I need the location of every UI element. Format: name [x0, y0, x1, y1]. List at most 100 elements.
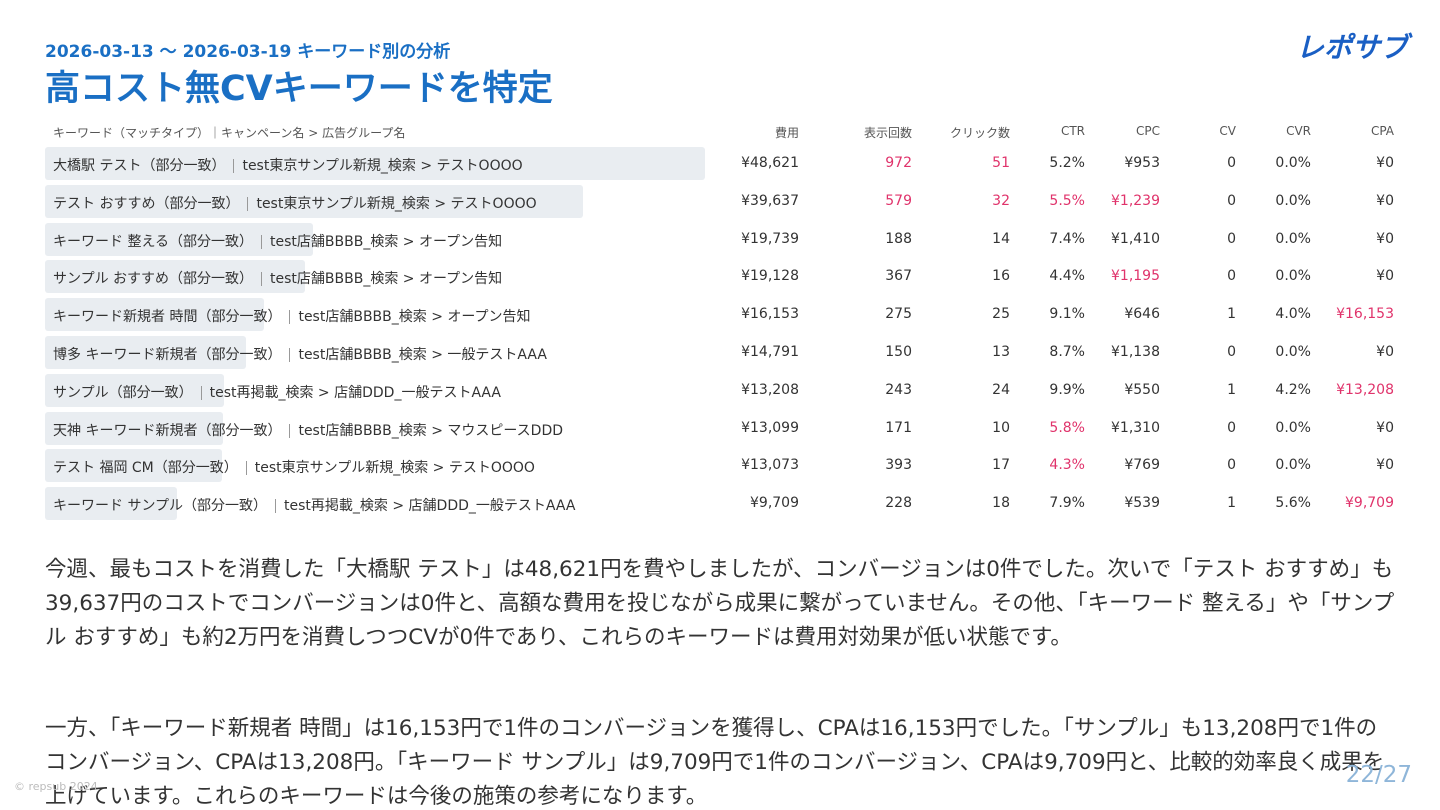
cpc-cell: ¥1,310 [1111, 419, 1160, 436]
clicks-cell: 13 [992, 344, 1010, 360]
cv-cell: 0 [1227, 230, 1236, 247]
campaign: test店舗BBBB_検索 > マウスピースDDD [298, 422, 564, 439]
cpc-cell: ¥1,239 [1111, 192, 1160, 209]
keyword: 博多 キーワード新規者（部分一致） [53, 347, 282, 363]
cv-cell: 1 [1227, 381, 1236, 398]
cost-cell: ¥19,739 [741, 230, 799, 247]
keyword: キーワード新規者 時間（部分一致） [53, 309, 282, 326]
column-header: CPC [1136, 124, 1160, 138]
ctr-cell: 5.2% [1049, 155, 1085, 171]
ctr-cell: 7.9% [1049, 495, 1085, 512]
cost-cell: ¥13,073 [741, 457, 799, 474]
page-number: 22/27 [1345, 762, 1412, 788]
cpc-cell: ¥646 [1124, 306, 1160, 323]
impressions-cell: 188 [885, 230, 912, 247]
cpa-cell: ¥0 [1376, 457, 1394, 474]
clicks-cell: 24 [992, 381, 1010, 398]
cvr-cell: 0.0% [1275, 268, 1311, 285]
cost-cell: ¥48,621 [741, 155, 799, 171]
keyword-cell: 天神 キーワード新規者（部分一致） test店舗BBBB_検索 > マウスピースD… [53, 420, 563, 440]
keyword-cell: キーワード 整える（部分一致） test店舗BBBB_検索 > オープン告知 [53, 231, 502, 251]
cv-cell: 0 [1227, 268, 1236, 285]
cost-cell: ¥19,128 [741, 268, 799, 285]
keyword-cell: テスト おすすめ（部分一致） test東京サンプル新規_検索 > テストOOOO [53, 193, 537, 213]
keyword: キーワード サンプル（部分一致） [53, 498, 268, 515]
keyword-cell: 大橋駅 テスト（部分一致） test東京サンプル新規_検索 > テストOOOO [53, 155, 523, 175]
logo: レポサブ [1295, 31, 1408, 64]
impressions-cell: 243 [885, 381, 912, 398]
cost-bar [45, 411, 223, 445]
keyword: テスト おすすめ（部分一致） [53, 195, 240, 212]
keyword: 天神 キーワード新規者（部分一致） [53, 422, 282, 439]
cv-cell: 1 [1227, 306, 1236, 323]
cv-cell: 0 [1227, 419, 1236, 436]
column-header: クリック数 [949, 126, 1010, 140]
clicks-cell: 18 [992, 495, 1010, 512]
column-header: CPA [1370, 124, 1394, 138]
cvr-cell: 0.0% [1275, 192, 1311, 209]
separator [233, 159, 235, 173]
cpa-cell: ¥13,208 [1336, 381, 1394, 398]
cv-cell: 0 [1227, 457, 1236, 474]
separator [261, 272, 263, 287]
column-header: CTR [1060, 124, 1085, 138]
cpa-cell: ¥16,153 [1336, 306, 1394, 323]
impressions-cell: 150 [885, 344, 912, 360]
campaign: test店舗BBBB_検索 > 一般テストAAA [298, 347, 547, 363]
cv-cell: 1 [1227, 495, 1236, 512]
ctr-cell: 4.3% [1049, 457, 1085, 474]
cvr-cell: 0.0% [1275, 230, 1311, 247]
cost-bar [45, 373, 225, 407]
paragraph: 今週、最もコストを消費した「大橋駅 テスト」は48,621円を費やしましたが、コ… [45, 557, 1395, 650]
cpc-cell: ¥1,138 [1111, 344, 1160, 360]
cost-cell: ¥39,637 [741, 192, 799, 209]
column-header: キーワード（マッチタイプ）｜キャンペーン名 > 広告グループ名 [53, 126, 406, 140]
clicks-cell: 51 [992, 155, 1010, 171]
cost-bar [45, 147, 705, 180]
impressions-cell: 393 [885, 457, 912, 474]
separator [200, 385, 202, 400]
impressions-cell: 367 [885, 268, 912, 285]
cvr-cell: 4.0% [1275, 306, 1311, 323]
cvr-cell: 4.2% [1275, 381, 1311, 398]
keyword: キーワード 整える（部分一致） [53, 233, 254, 250]
cvr-cell: 0.0% [1275, 344, 1311, 360]
cvr-cell: 5.6% [1275, 495, 1311, 512]
cost-bar [45, 336, 246, 369]
cpa-cell: ¥0 [1376, 192, 1394, 209]
campaign: test再掲載_検索 > 店舗DDD_一般テストAAA [284, 498, 576, 515]
keyword-cell: サンプル おすすめ（部分一致） test店舗BBBB_検索 > オープン告知 [53, 268, 502, 288]
impressions-cell: 171 [885, 419, 912, 436]
cost-bar [45, 487, 177, 521]
date-range: 2026-03-13 ～ 2026-03-19 キーワード別の分析 [45, 42, 451, 62]
separator [289, 310, 291, 325]
clicks-cell: 16 [992, 268, 1010, 285]
separator [247, 196, 249, 211]
cost-bar [45, 222, 313, 256]
cpc-cell: ¥769 [1124, 457, 1160, 474]
slide-title: 高コスト無CVキーワードを特定 [45, 69, 553, 109]
paragraph: 一方、「キーワード新規者 時間」は16,153円で1件のコンバージョンを獲得し、… [45, 716, 1385, 809]
cpc-cell: ¥1,410 [1111, 230, 1160, 247]
campaign: test東京サンプル新規_検索 > テストOOOO [254, 460, 535, 477]
column-header: CV [1219, 124, 1236, 138]
cost-cell: ¥16,153 [741, 306, 799, 323]
cvr-cell: 0.0% [1275, 457, 1311, 474]
clicks-cell: 25 [992, 306, 1010, 323]
cpa-cell: ¥0 [1376, 419, 1394, 436]
cv-cell: 0 [1227, 155, 1236, 171]
cv-cell: 0 [1227, 344, 1236, 360]
column-header: 表示回数 [863, 126, 912, 140]
cvr-cell: 0.0% [1275, 419, 1311, 436]
column-header: CVR [1286, 124, 1311, 138]
column-header: 費用 [774, 126, 799, 140]
ctr-cell: 9.1% [1049, 306, 1085, 323]
cost-bar [45, 298, 265, 332]
impressions-cell: 579 [885, 192, 912, 209]
cost-cell: ¥14,791 [741, 344, 799, 360]
clicks-cell: 17 [992, 457, 1010, 474]
impressions-cell: 275 [885, 306, 912, 323]
keyword-cell: テスト 福岡 CM（部分一致） test東京サンプル新規_検索 > テストOOOO [53, 457, 535, 477]
keyword: サンプル おすすめ（部分一致） [53, 271, 254, 288]
